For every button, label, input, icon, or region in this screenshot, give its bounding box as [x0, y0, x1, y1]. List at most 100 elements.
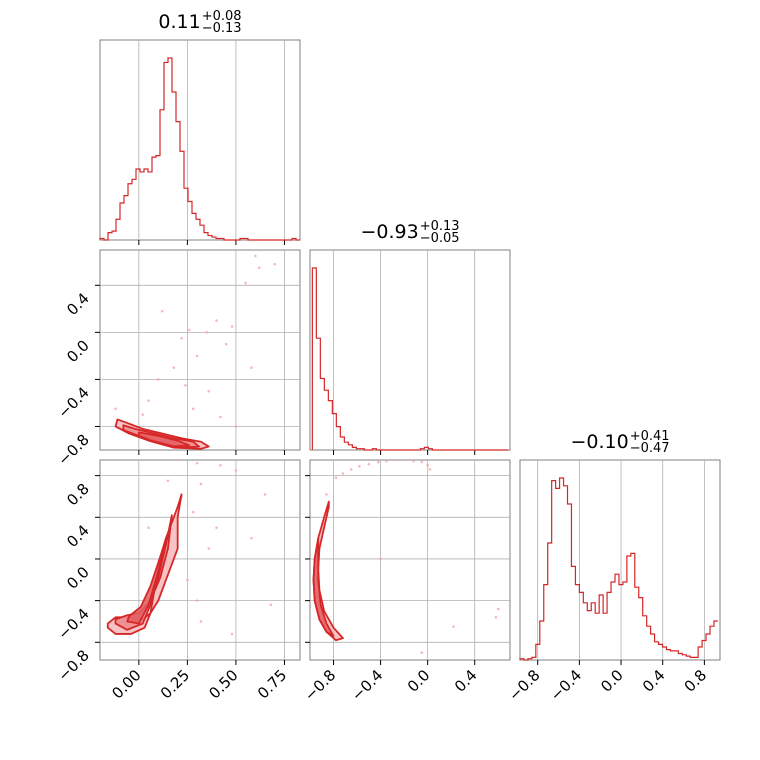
panel-param2_vs_param1-point-13 [412, 460, 415, 463]
panel-param2_vs_param0-point-12 [166, 479, 170, 483]
hist-title-param1-minus: −0.05 [419, 231, 460, 246]
hist-param2-steps [519, 477, 718, 661]
hist-param2-xtick-label-3: 0.4 [639, 666, 669, 696]
panel-param2_vs_param1-point-2 [349, 468, 353, 471]
hist-param2-xtick-label-1: −0.4 [547, 666, 585, 704]
panel-param1_vs_param0-point-4 [188, 328, 191, 332]
panel-param2_vs_param0-point-9 [186, 578, 189, 582]
panel-param2_vs_param0-point-5 [269, 603, 273, 607]
panel-param2_vs_param1-content [312, 460, 500, 655]
panel-param2_vs_param0-point-7 [199, 620, 203, 623]
hist-title-param2-plus: +0.41 [629, 429, 670, 444]
panel-param1_vs_param0-point-9 [224, 342, 228, 346]
panel-param1_vs_param0-content [114, 254, 277, 450]
panel-param1_vs_param0-point-0 [160, 309, 164, 313]
panel-param1_vs_param0-point-8 [180, 336, 183, 340]
panel-param2_vs_param1-point-14 [496, 607, 500, 611]
panel-param2_vs_param1-xtick-label-0: −0.8 [301, 666, 339, 704]
panel-param1_vs_param0-point-5 [215, 319, 218, 322]
panel-param1_vs_param0-point-20 [184, 383, 187, 387]
panel-param2_vs_param0-ytick-label-3: 0.4 [63, 521, 93, 551]
panel-param1_vs_param0-frame [99, 249, 301, 451]
panel-param2_vs_param0-contour-mid [114, 514, 173, 631]
panel-param1_vs_param0-ytick-label-3: 0.4 [63, 289, 93, 319]
panel-param1_vs_param0-point-1 [205, 331, 209, 334]
panel-param2_vs_param1-point-4 [385, 460, 388, 463]
panel-param2_vs_param0-contour-inner [126, 537, 167, 625]
panel-param2_vs_param1-contour-inner [312, 537, 335, 637]
panel-param1_vs_param0-ytick-label-2: 0.0 [63, 336, 93, 366]
panel-param2_vs_param0-ytick-label-2: 0.0 [63, 563, 93, 593]
panel-param2_vs_param0-ytick-label-0: −0.8 [54, 646, 92, 684]
panel-param2_vs_param1-xtick-label-1: −0.4 [348, 666, 386, 704]
panel-param2_vs_param1-point-5 [402, 460, 406, 462]
panel-param2_vs_param0-content [106, 460, 273, 636]
panel-param1_vs_param0-point-3 [257, 266, 261, 269]
panel-param2_vs_param0-xtick-label-3: 0.75 [254, 666, 290, 702]
hist-title-param0-median: 0.11 [158, 11, 201, 33]
panel-param2_vs_param1-point-11 [376, 460, 380, 464]
panel-param2_vs_param1-point-6 [420, 460, 424, 464]
panel-param2_vs_param1-point-18 [379, 557, 382, 561]
panel-param1_vs_param0-point-13 [207, 389, 211, 393]
hist-title-param2-median: −0.10 [570, 431, 629, 453]
hist-title-param1: −0.93 +0.13 −0.05 [360, 219, 460, 246]
hist-param0-frame [99, 39, 301, 241]
panel-param2_vs_param0-xtick-label-0: 0.00 [108, 666, 144, 702]
panel-param2_vs_param1-point-8 [428, 468, 432, 471]
hist-param1-frame [309, 249, 511, 451]
panel-param2_vs_param0-point-6 [230, 632, 234, 636]
panel-param2_vs_param0-point-2 [219, 463, 222, 467]
hist-param2-xtick-label-2: 0.0 [597, 666, 627, 696]
panel-param1_vs_param0-point-12 [172, 366, 176, 369]
panel-param2_vs_param0-point-16 [250, 536, 253, 540]
panel-param2_vs_param0-point-3 [234, 469, 238, 472]
panel-param2_vs_param0-point-15 [215, 526, 218, 530]
panel-param1_vs_param0-ytick-label-0: −0.8 [54, 431, 92, 469]
panel-param1_vs_param0-point-18 [141, 413, 145, 417]
hist-param2-xtick-label-0: −0.8 [505, 666, 543, 704]
panel-param2_vs_param1-point-12 [394, 460, 398, 462]
panel-param2_vs_param1-point-9 [341, 472, 345, 475]
hist-title-param1-plus: +0.13 [419, 219, 460, 234]
panel-param1_vs_param0-point-19 [234, 425, 238, 428]
panel-param2_vs_param0-point-14 [195, 599, 199, 602]
hist-title-param0: 0.11 +0.08 −0.13 [158, 10, 242, 36]
panel-param2_vs_param0-xtick-label-1: 0.25 [157, 666, 193, 702]
panel-param1_vs_param0-point-22 [156, 378, 160, 381]
panel-param1_vs_param0-point-21 [250, 366, 253, 369]
panel-param2_vs_param1-point-16 [452, 625, 455, 628]
hist-param0-steps [99, 57, 300, 241]
panel-param2_vs_param1-point-10 [358, 464, 361, 468]
panel-param2_vs_param0-point-8 [191, 510, 195, 514]
panel-param2_vs_param1-point-7 [426, 463, 429, 467]
panel-param1_vs_param0-point-10 [195, 354, 199, 358]
panel-param2_vs_param0-point-10 [207, 547, 211, 550]
hist-title-param2: −0.10 +0.41 −0.47 [570, 429, 670, 455]
hist-title-param1-median: −0.93 [360, 221, 419, 243]
hist-title-param0-minus: −0.13 [201, 21, 242, 36]
panel-param2_vs_param1-point-0 [325, 493, 328, 496]
panel-param1_vs_param0-point-16 [191, 407, 195, 411]
hist-param2-xtick-label-4: 0.8 [681, 666, 711, 696]
panel-param2_vs_param0-point-0 [176, 460, 179, 462]
panel-param2_vs_param1-point-15 [494, 615, 498, 619]
panel-param2_vs_param0-frame [99, 459, 301, 661]
panel-param2_vs_param0-point-13 [147, 526, 150, 530]
panel-param1_vs_param0-point-7 [273, 262, 277, 266]
panel-param1_vs_param0-point-2 [230, 325, 234, 328]
panel-param1_vs_param0-ytick-label-1: −0.4 [54, 384, 92, 422]
panel-param1_vs_param0-point-14 [147, 399, 150, 402]
axes-layer: −0.8 −0.4 0.0 0.4 0.8−0.8−0.40.00.4−0.8−0.40… [54, 39, 721, 705]
hist-param1-steps [311, 267, 509, 451]
panel-param2_vs_param1-point-1 [334, 476, 338, 480]
panel-param1_vs_param0-contour-inner [137, 431, 191, 448]
panel-param2_vs_param1-point-3 [367, 462, 371, 466]
panel-param1_vs_param0-point-11 [254, 254, 257, 258]
panel-param1_vs_param0-point-6 [244, 281, 247, 285]
panel-param1_vs_param0-point-17 [219, 415, 222, 419]
panel-param2_vs_param1-xtick-label-3: 0.4 [451, 666, 481, 696]
panel-param2_vs_param0-point-4 [263, 493, 267, 496]
panel-param2_vs_param0-point-11 [199, 482, 203, 486]
